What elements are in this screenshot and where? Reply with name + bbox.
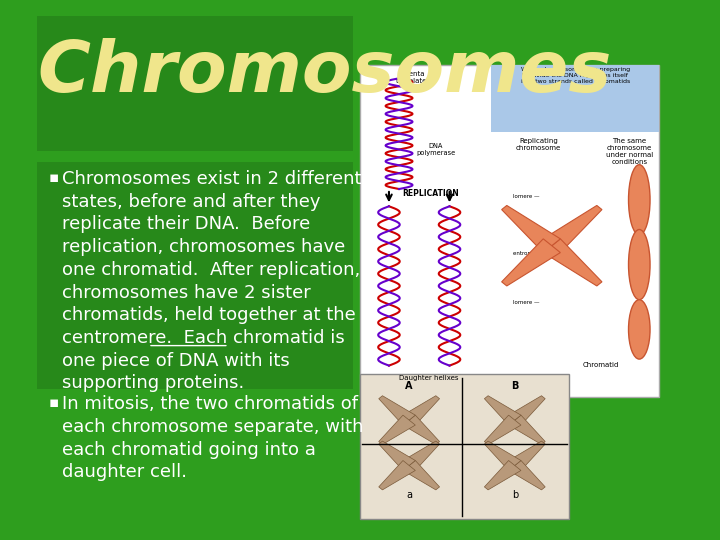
Text: a: a [406, 490, 412, 501]
Polygon shape [508, 396, 545, 425]
Polygon shape [485, 396, 521, 425]
Text: Daughter helixes: Daughter helixes [399, 375, 459, 381]
Text: ▪: ▪ [48, 395, 59, 410]
Text: daughter cell.: daughter cell. [62, 463, 187, 481]
FancyBboxPatch shape [360, 374, 569, 519]
Text: A: A [405, 381, 413, 391]
Text: Chromosomes exist in 2 different: Chromosomes exist in 2 different [62, 170, 361, 188]
Polygon shape [403, 396, 439, 425]
Text: DNA
polymerase: DNA polymerase [416, 143, 456, 156]
Text: Replicating
chromosome: Replicating chromosome [516, 138, 561, 151]
Polygon shape [485, 415, 521, 444]
Polygon shape [403, 441, 439, 470]
Polygon shape [544, 239, 602, 286]
Ellipse shape [629, 230, 650, 300]
Polygon shape [502, 205, 560, 253]
Polygon shape [403, 415, 439, 444]
Text: one chromatid.  After replication,: one chromatid. After replication, [62, 261, 360, 279]
Ellipse shape [629, 165, 650, 235]
Text: each chromosome separate, with: each chromosome separate, with [62, 418, 364, 436]
Text: centromere.  Each chromatid is: centromere. Each chromatid is [62, 329, 345, 347]
Text: b: b [512, 490, 518, 501]
Polygon shape [485, 461, 521, 490]
Text: lomere —: lomere — [513, 300, 539, 305]
Text: chromatids, held together at the: chromatids, held together at the [62, 306, 356, 324]
Text: replication, chromosomes have: replication, chromosomes have [62, 238, 345, 256]
FancyBboxPatch shape [360, 65, 660, 397]
Text: B: B [511, 381, 518, 391]
Text: REPLICATION: REPLICATION [402, 189, 459, 198]
Polygon shape [379, 396, 415, 425]
Polygon shape [379, 461, 415, 490]
FancyBboxPatch shape [37, 16, 354, 151]
Text: ▪: ▪ [48, 170, 59, 185]
Polygon shape [403, 461, 439, 490]
Text: each chromatid going into a: each chromatid going into a [62, 441, 316, 458]
Text: In mitosis, the two chromatids of: In mitosis, the two chromatids of [62, 395, 358, 413]
Text: entromere —: entromere — [513, 251, 549, 256]
Text: Parenta
template: Parenta template [396, 71, 428, 84]
Ellipse shape [629, 300, 650, 359]
Polygon shape [485, 441, 521, 470]
Text: The same
chromosome
under normal
conditions: The same chromosome under normal conditi… [606, 138, 653, 165]
Text: states, before and after they: states, before and after they [62, 193, 320, 211]
Polygon shape [508, 461, 545, 490]
Text: one piece of DNA with its: one piece of DNA with its [62, 352, 289, 369]
Polygon shape [508, 415, 545, 444]
Text: Chromosomes: Chromosomes [37, 38, 611, 107]
FancyBboxPatch shape [37, 162, 354, 389]
Polygon shape [508, 441, 545, 470]
Text: chromosomes have 2 sister: chromosomes have 2 sister [62, 284, 310, 301]
Text: replicate their DNA.  Before: replicate their DNA. Before [62, 215, 310, 233]
FancyBboxPatch shape [491, 65, 660, 132]
Text: Chromatid: Chromatid [582, 362, 619, 368]
Polygon shape [544, 205, 602, 253]
Text: When chromosomes are preparing
to divide the DNA replicates itself
into two stra: When chromosomes are preparing to divide… [521, 68, 630, 84]
Polygon shape [502, 239, 560, 286]
Text: supporting proteins.: supporting proteins. [62, 374, 244, 392]
Polygon shape [379, 415, 415, 444]
Polygon shape [379, 441, 415, 470]
Text: lomere —: lomere — [513, 194, 539, 199]
